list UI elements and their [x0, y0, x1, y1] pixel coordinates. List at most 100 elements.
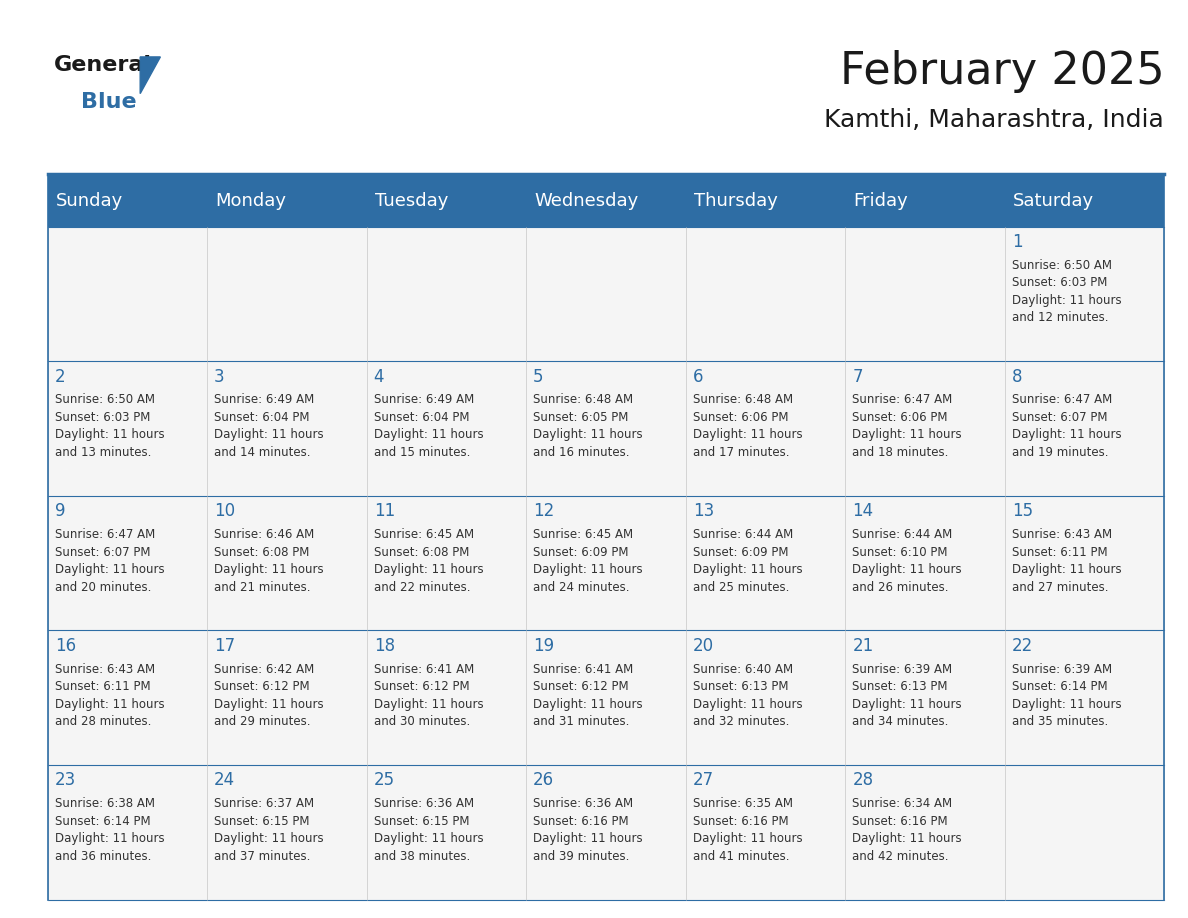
Text: 19: 19 [533, 637, 555, 655]
Text: February 2025: February 2025 [840, 50, 1164, 94]
Text: Blue: Blue [81, 92, 137, 112]
Bar [526, 227, 685, 362]
Text: 13: 13 [693, 502, 714, 521]
Text: Sunrise: 6:47 AM
Sunset: 6:07 PM
Daylight: 11 hours
and 20 minutes.: Sunrise: 6:47 AM Sunset: 6:07 PM Dayligh… [55, 528, 164, 594]
Bar [367, 362, 526, 496]
Text: 21: 21 [852, 637, 873, 655]
Text: Tuesday: Tuesday [375, 192, 448, 209]
Text: 22: 22 [1012, 637, 1034, 655]
Text: Sunrise: 6:36 AM
Sunset: 6:16 PM
Daylight: 11 hours
and 39 minutes.: Sunrise: 6:36 AM Sunset: 6:16 PM Dayligh… [533, 797, 643, 863]
Text: Wednesday: Wednesday [535, 192, 639, 209]
Text: Sunrise: 6:45 AM
Sunset: 6:08 PM
Daylight: 11 hours
and 22 minutes.: Sunrise: 6:45 AM Sunset: 6:08 PM Dayligh… [374, 528, 484, 594]
Bar [48, 227, 207, 362]
Bar [1005, 362, 1164, 496]
Bar [48, 496, 207, 631]
Text: Sunrise: 6:39 AM
Sunset: 6:14 PM
Daylight: 11 hours
and 35 minutes.: Sunrise: 6:39 AM Sunset: 6:14 PM Dayligh… [1012, 663, 1121, 728]
Bar [845, 496, 1005, 631]
Text: 14: 14 [852, 502, 873, 521]
Bar [1005, 765, 1164, 900]
Text: 28: 28 [852, 771, 873, 789]
Bar [367, 227, 526, 362]
Text: 18: 18 [374, 637, 394, 655]
Text: 6: 6 [693, 368, 703, 386]
Text: 20: 20 [693, 637, 714, 655]
Text: Sunrise: 6:41 AM
Sunset: 6:12 PM
Daylight: 11 hours
and 31 minutes.: Sunrise: 6:41 AM Sunset: 6:12 PM Dayligh… [533, 663, 643, 728]
Bar [845, 631, 1005, 765]
Bar [1005, 631, 1164, 765]
Bar [685, 362, 845, 496]
Text: Sunrise: 6:37 AM
Sunset: 6:15 PM
Daylight: 11 hours
and 37 minutes.: Sunrise: 6:37 AM Sunset: 6:15 PM Dayligh… [214, 797, 324, 863]
Text: Sunrise: 6:44 AM
Sunset: 6:09 PM
Daylight: 11 hours
and 25 minutes.: Sunrise: 6:44 AM Sunset: 6:09 PM Dayligh… [693, 528, 802, 594]
Text: 17: 17 [214, 637, 235, 655]
Bar [685, 496, 845, 631]
Text: Sunrise: 6:42 AM
Sunset: 6:12 PM
Daylight: 11 hours
and 29 minutes.: Sunrise: 6:42 AM Sunset: 6:12 PM Dayligh… [214, 663, 324, 728]
Bar [1005, 496, 1164, 631]
Bar [207, 631, 367, 765]
Bar [48, 174, 1164, 227]
Bar [685, 631, 845, 765]
Bar [685, 227, 845, 362]
Text: General: General [53, 55, 151, 75]
Bar [526, 362, 685, 496]
Text: Sunrise: 6:47 AM
Sunset: 6:07 PM
Daylight: 11 hours
and 19 minutes.: Sunrise: 6:47 AM Sunset: 6:07 PM Dayligh… [1012, 394, 1121, 459]
Text: Friday: Friday [853, 192, 909, 209]
Text: Sunrise: 6:49 AM
Sunset: 6:04 PM
Daylight: 11 hours
and 15 minutes.: Sunrise: 6:49 AM Sunset: 6:04 PM Dayligh… [374, 394, 484, 459]
Text: Sunday: Sunday [56, 192, 124, 209]
Text: Sunrise: 6:35 AM
Sunset: 6:16 PM
Daylight: 11 hours
and 41 minutes.: Sunrise: 6:35 AM Sunset: 6:16 PM Dayligh… [693, 797, 802, 863]
Bar [845, 227, 1005, 362]
Text: 2: 2 [55, 368, 65, 386]
Bar [48, 631, 207, 765]
Text: Monday: Monday [215, 192, 286, 209]
Bar [1005, 227, 1164, 362]
Text: Sunrise: 6:40 AM
Sunset: 6:13 PM
Daylight: 11 hours
and 32 minutes.: Sunrise: 6:40 AM Sunset: 6:13 PM Dayligh… [693, 663, 802, 728]
Text: 3: 3 [214, 368, 225, 386]
Text: 27: 27 [693, 771, 714, 789]
Text: Sunrise: 6:47 AM
Sunset: 6:06 PM
Daylight: 11 hours
and 18 minutes.: Sunrise: 6:47 AM Sunset: 6:06 PM Dayligh… [852, 394, 962, 459]
Text: Sunrise: 6:41 AM
Sunset: 6:12 PM
Daylight: 11 hours
and 30 minutes.: Sunrise: 6:41 AM Sunset: 6:12 PM Dayligh… [374, 663, 484, 728]
Text: Sunrise: 6:48 AM
Sunset: 6:05 PM
Daylight: 11 hours
and 16 minutes.: Sunrise: 6:48 AM Sunset: 6:05 PM Dayligh… [533, 394, 643, 459]
Text: Saturday: Saturday [1013, 192, 1094, 209]
Text: 26: 26 [533, 771, 555, 789]
Text: Sunrise: 6:49 AM
Sunset: 6:04 PM
Daylight: 11 hours
and 14 minutes.: Sunrise: 6:49 AM Sunset: 6:04 PM Dayligh… [214, 394, 324, 459]
Polygon shape [140, 57, 160, 94]
Text: 8: 8 [1012, 368, 1023, 386]
Text: Sunrise: 6:36 AM
Sunset: 6:15 PM
Daylight: 11 hours
and 38 minutes.: Sunrise: 6:36 AM Sunset: 6:15 PM Dayligh… [374, 797, 484, 863]
Text: Sunrise: 6:45 AM
Sunset: 6:09 PM
Daylight: 11 hours
and 24 minutes.: Sunrise: 6:45 AM Sunset: 6:09 PM Dayligh… [533, 528, 643, 594]
Text: 4: 4 [374, 368, 384, 386]
Text: Sunrise: 6:39 AM
Sunset: 6:13 PM
Daylight: 11 hours
and 34 minutes.: Sunrise: 6:39 AM Sunset: 6:13 PM Dayligh… [852, 663, 962, 728]
Text: 25: 25 [374, 771, 394, 789]
Text: Sunrise: 6:38 AM
Sunset: 6:14 PM
Daylight: 11 hours
and 36 minutes.: Sunrise: 6:38 AM Sunset: 6:14 PM Dayligh… [55, 797, 164, 863]
Text: 16: 16 [55, 637, 76, 655]
Text: Sunrise: 6:50 AM
Sunset: 6:03 PM
Daylight: 11 hours
and 12 minutes.: Sunrise: 6:50 AM Sunset: 6:03 PM Dayligh… [1012, 259, 1121, 324]
Bar [207, 362, 367, 496]
Bar [367, 631, 526, 765]
Text: Sunrise: 6:43 AM
Sunset: 6:11 PM
Daylight: 11 hours
and 27 minutes.: Sunrise: 6:43 AM Sunset: 6:11 PM Dayligh… [1012, 528, 1121, 594]
Text: 5: 5 [533, 368, 544, 386]
Text: Sunrise: 6:43 AM
Sunset: 6:11 PM
Daylight: 11 hours
and 28 minutes.: Sunrise: 6:43 AM Sunset: 6:11 PM Dayligh… [55, 663, 164, 728]
Text: 1: 1 [1012, 233, 1023, 252]
Text: Sunrise: 6:50 AM
Sunset: 6:03 PM
Daylight: 11 hours
and 13 minutes.: Sunrise: 6:50 AM Sunset: 6:03 PM Dayligh… [55, 394, 164, 459]
Text: 10: 10 [214, 502, 235, 521]
Bar [207, 765, 367, 900]
Text: 15: 15 [1012, 502, 1032, 521]
Text: Thursday: Thursday [694, 192, 778, 209]
Bar [845, 765, 1005, 900]
Bar [48, 765, 207, 900]
Bar [207, 496, 367, 631]
Text: 9: 9 [55, 502, 65, 521]
Bar [526, 631, 685, 765]
Bar [526, 496, 685, 631]
Text: Kamthi, Maharashtra, India: Kamthi, Maharashtra, India [824, 108, 1164, 132]
Text: 7: 7 [852, 368, 862, 386]
Bar [367, 496, 526, 631]
Bar [207, 227, 367, 362]
Bar [845, 362, 1005, 496]
Bar [48, 362, 207, 496]
Text: Sunrise: 6:34 AM
Sunset: 6:16 PM
Daylight: 11 hours
and 42 minutes.: Sunrise: 6:34 AM Sunset: 6:16 PM Dayligh… [852, 797, 962, 863]
Text: Sunrise: 6:48 AM
Sunset: 6:06 PM
Daylight: 11 hours
and 17 minutes.: Sunrise: 6:48 AM Sunset: 6:06 PM Dayligh… [693, 394, 802, 459]
Bar [685, 765, 845, 900]
Text: 11: 11 [374, 502, 394, 521]
Bar [526, 765, 685, 900]
Text: 23: 23 [55, 771, 76, 789]
Text: Sunrise: 6:44 AM
Sunset: 6:10 PM
Daylight: 11 hours
and 26 minutes.: Sunrise: 6:44 AM Sunset: 6:10 PM Dayligh… [852, 528, 962, 594]
